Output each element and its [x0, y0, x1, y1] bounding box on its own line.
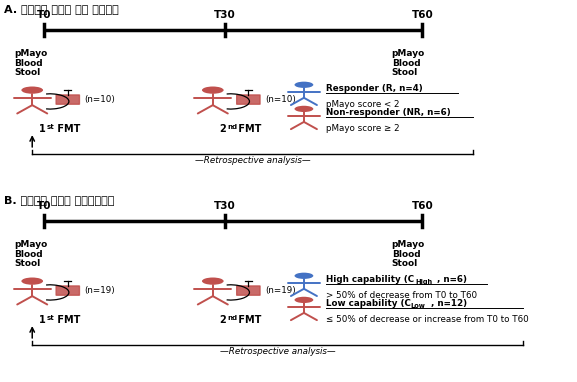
Text: T30: T30 — [214, 201, 236, 211]
Text: FMT: FMT — [235, 315, 261, 325]
Circle shape — [294, 106, 313, 112]
Circle shape — [294, 273, 313, 279]
Text: 1: 1 — [39, 124, 46, 134]
Text: Non-responder (NR, n=6): Non-responder (NR, n=6) — [326, 108, 451, 117]
Text: 1: 1 — [39, 315, 46, 325]
Text: Stool: Stool — [14, 68, 40, 78]
Text: nd: nd — [227, 315, 237, 320]
FancyBboxPatch shape — [56, 95, 80, 104]
Text: Low capability (C: Low capability (C — [326, 299, 411, 308]
Text: Blood: Blood — [392, 250, 420, 259]
Text: High capability (C: High capability (C — [326, 275, 414, 283]
Text: T30: T30 — [214, 10, 236, 20]
Text: pMayo: pMayo — [392, 49, 425, 58]
Text: T60: T60 — [411, 10, 433, 20]
Text: FMT: FMT — [54, 124, 81, 134]
Text: st: st — [47, 315, 54, 320]
Text: B. 메커니즘 연구를 위한임상분류: B. 메커니즘 연구를 위한임상분류 — [4, 195, 114, 205]
Text: pMayo: pMayo — [392, 240, 425, 249]
Text: (n=19): (n=19) — [84, 286, 115, 295]
Text: , n=6): , n=6) — [437, 275, 467, 283]
Circle shape — [21, 86, 43, 94]
Text: High: High — [415, 279, 432, 285]
Text: FMT: FMT — [54, 315, 81, 325]
Text: FMT: FMT — [235, 124, 261, 134]
Circle shape — [294, 82, 313, 88]
Text: (n=10): (n=10) — [265, 95, 296, 104]
Text: , n=12): , n=12) — [430, 299, 467, 308]
Text: T0: T0 — [37, 201, 52, 211]
Text: > 50% of decrease from T0 to T60: > 50% of decrease from T0 to T60 — [326, 291, 477, 299]
Text: 2: 2 — [219, 315, 226, 325]
Text: Responder (R, n=4): Responder (R, n=4) — [326, 84, 423, 92]
FancyBboxPatch shape — [237, 95, 260, 104]
Circle shape — [21, 277, 43, 285]
Text: A. 예후인자 연구를 위한 임상분류: A. 예후인자 연구를 위한 임상분류 — [4, 4, 119, 14]
Circle shape — [294, 297, 313, 303]
Text: pMayo score < 2: pMayo score < 2 — [326, 100, 400, 108]
Text: (n=19): (n=19) — [265, 286, 296, 295]
Text: Blood: Blood — [392, 59, 420, 68]
Text: —Retrospective analysis—: —Retrospective analysis— — [195, 156, 310, 165]
Text: nd: nd — [227, 124, 237, 129]
Text: pMayo: pMayo — [14, 240, 47, 249]
Text: 2: 2 — [219, 124, 226, 134]
Text: Blood: Blood — [14, 250, 43, 259]
FancyBboxPatch shape — [56, 286, 80, 295]
Text: Blood: Blood — [14, 59, 43, 68]
Text: pMayo score ≥ 2: pMayo score ≥ 2 — [326, 124, 400, 133]
Text: Stool: Stool — [392, 68, 418, 78]
Text: st: st — [47, 124, 54, 129]
Text: —Retrospective analysis—: —Retrospective analysis— — [220, 347, 336, 356]
Text: T0: T0 — [37, 10, 52, 20]
FancyBboxPatch shape — [237, 286, 260, 295]
Circle shape — [202, 86, 224, 94]
Text: Stool: Stool — [392, 259, 418, 269]
Text: ≤ 50% of decrease or increase from T0 to T60: ≤ 50% of decrease or increase from T0 to… — [326, 315, 529, 324]
Text: (n=10): (n=10) — [84, 95, 115, 104]
Text: T60: T60 — [411, 201, 433, 211]
Circle shape — [202, 277, 224, 285]
Text: Low: Low — [411, 303, 425, 309]
Text: Stool: Stool — [14, 259, 40, 269]
Text: pMayo: pMayo — [14, 49, 47, 58]
